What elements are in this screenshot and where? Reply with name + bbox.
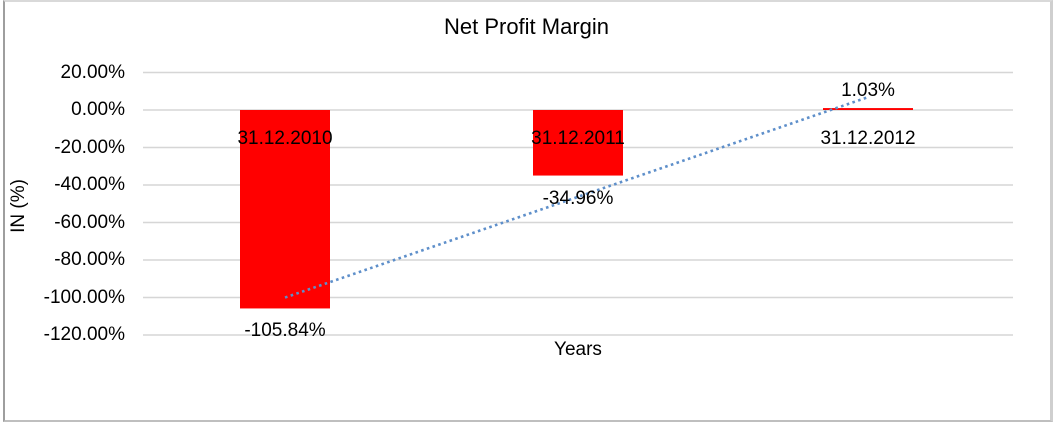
y-tick-label: -80.00% bbox=[54, 249, 125, 270]
category-label: 31.12.2010 bbox=[237, 128, 333, 149]
y-tick-label: -120.00% bbox=[43, 324, 125, 345]
bar-31.12.2012 bbox=[823, 108, 913, 110]
y-tick-label: 0.00% bbox=[71, 99, 125, 120]
chart-title: Net Profit Margin bbox=[443, 14, 610, 39]
bar-31.12.2010 bbox=[240, 110, 330, 309]
data-label: 1.03% bbox=[841, 80, 895, 102]
category-label: 31.12.2012 bbox=[820, 128, 916, 149]
y-tick-label: 20.00% bbox=[60, 61, 125, 83]
trendline bbox=[284, 95, 869, 299]
y-tick-label: -40.00% bbox=[54, 174, 125, 195]
y-tick-label: -60.00% bbox=[54, 211, 125, 233]
y-tick-label: -100.00% bbox=[43, 286, 125, 308]
data-label: -105.84% bbox=[244, 320, 326, 342]
data-label: -34.96% bbox=[542, 187, 614, 209]
chart-frame bbox=[3, 0, 1053, 422]
x-axis-title: Years bbox=[554, 339, 602, 360]
y-tick-label: -20.00% bbox=[54, 136, 125, 158]
y-axis-title-text: IN (%) bbox=[8, 179, 29, 233]
bar-31.12.2011 bbox=[533, 110, 623, 176]
category-label: 31.12.2011 bbox=[531, 128, 625, 149]
